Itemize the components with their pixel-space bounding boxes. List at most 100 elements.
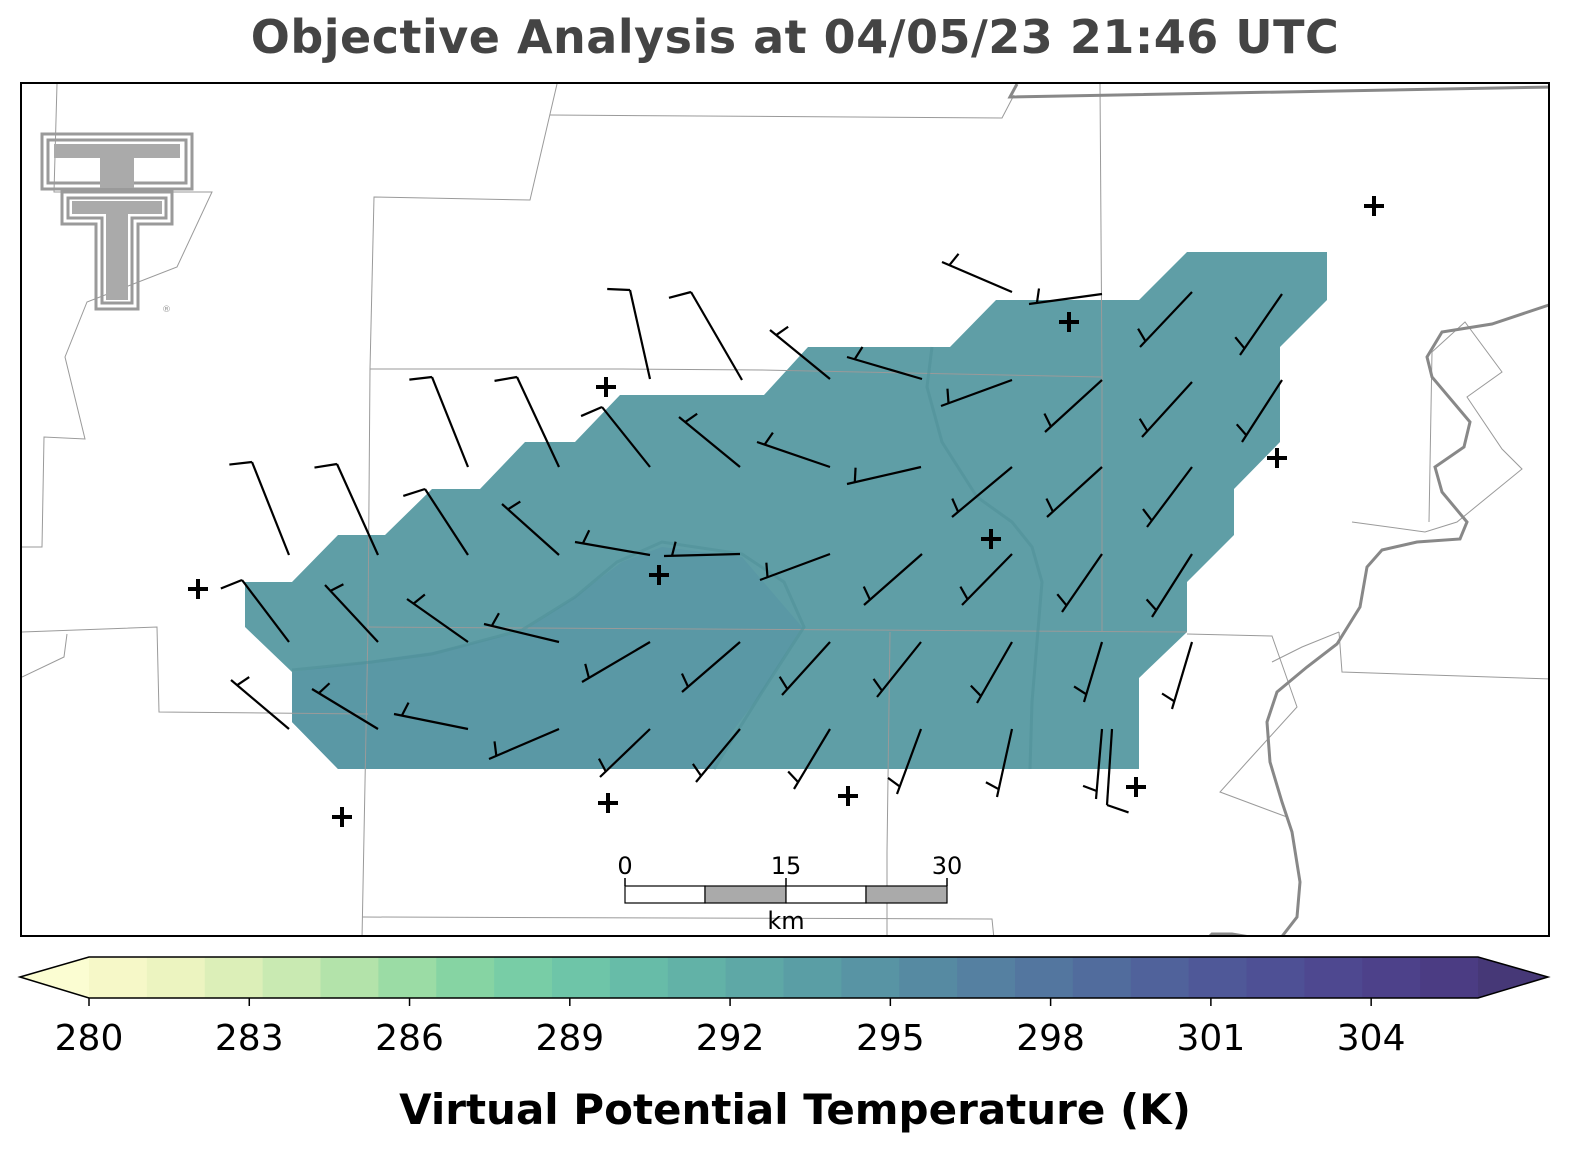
colorbar-cell <box>320 957 379 998</box>
wind-barb <box>406 593 469 643</box>
wind-barb <box>1145 553 1193 618</box>
colorbar-tick-label: 301 <box>1177 1018 1246 1059</box>
colorbar-cell <box>1130 957 1190 998</box>
wind-barb <box>1138 381 1193 438</box>
station-marker <box>1059 312 1079 332</box>
colorbar-cells <box>89 957 1479 998</box>
texas-tech-double-t-logo: ® <box>40 132 194 315</box>
map-panel[interactable]: ® 0 15 30 km <box>20 82 1550 937</box>
state-border <box>1007 84 1548 99</box>
scale-unit: km <box>767 907 804 935</box>
state-boundaries <box>291 84 1548 935</box>
state-border <box>1265 303 1548 935</box>
colorbar-cell <box>146 957 206 998</box>
colorbar: 280 283 286 289 292 295 298 301 304 <box>17 956 1551 1059</box>
colorbar-cell <box>1304 957 1363 998</box>
wind-barb <box>951 466 1013 518</box>
county-line <box>886 631 891 935</box>
wind-barb <box>574 529 651 557</box>
wind-barb <box>940 378 1013 408</box>
wind-barb <box>887 728 923 795</box>
colorbar-cell <box>1246 957 1305 998</box>
boundary-line <box>925 346 1044 770</box>
station-marker <box>188 579 208 599</box>
colorbar-tick-label: 304 <box>1337 1018 1406 1059</box>
wind-barb <box>778 641 831 696</box>
colorbar-over-extension <box>1478 957 1548 998</box>
station-marker <box>649 565 669 585</box>
colorbar-cell <box>1420 957 1479 998</box>
wind-barb <box>1082 728 1104 800</box>
colorbar-cell <box>1072 957 1132 998</box>
county-line <box>1186 633 1298 818</box>
colorbar-tick-label: 298 <box>1016 1018 1085 1059</box>
colorbar-under-extension <box>20 957 89 998</box>
colorbar-tick-label: 295 <box>856 1018 925 1059</box>
wind-barb <box>488 727 560 761</box>
wind-barb <box>1234 293 1283 356</box>
wind-barbs <box>220 253 1283 814</box>
colorbar-cell <box>957 957 1016 998</box>
colorbar-cell <box>89 957 148 998</box>
wind-barb <box>846 465 922 486</box>
colorbar-cell <box>436 957 495 998</box>
wind-barb <box>759 552 831 582</box>
colorbar-cell <box>783 957 842 998</box>
wind-barb <box>668 290 743 381</box>
colorbar-cell <box>1015 957 1074 998</box>
colorbar-cell <box>841 957 900 998</box>
boundary-line <box>291 540 806 770</box>
colorbar-tick-label: 292 <box>696 1018 765 1059</box>
wind-barb <box>959 553 1013 606</box>
station-marker <box>332 807 352 827</box>
state-border <box>1208 932 1248 935</box>
colorbar-ticks: 280 283 286 289 292 295 298 301 304 <box>55 998 1406 1059</box>
wind-barb <box>229 460 291 556</box>
colorbar-cell <box>494 957 553 998</box>
colorbar-title: Virtual Potential Temperature (K) <box>399 1085 1191 1134</box>
county-line <box>1351 321 1523 533</box>
wind-barb <box>970 641 1013 704</box>
station-marker <box>981 529 1001 549</box>
wind-barb <box>1056 553 1103 613</box>
wind-barb <box>1137 291 1193 348</box>
county-line <box>549 94 1015 119</box>
wind-barb <box>663 541 741 558</box>
colorbar-cell <box>899 957 958 998</box>
wind-barb <box>311 682 379 730</box>
wind-barb <box>756 432 831 469</box>
wind-barb <box>581 641 651 683</box>
station-marker <box>1364 196 1384 216</box>
station-marker <box>598 793 618 813</box>
scale-bar: 0 15 30 km <box>617 852 962 935</box>
wind-barb <box>1028 288 1103 306</box>
wind-barb <box>324 583 379 643</box>
county-line <box>1338 631 1548 680</box>
wind-barb <box>1235 379 1283 443</box>
colorbar-cell <box>1188 957 1248 998</box>
station-marker <box>838 786 858 806</box>
wind-barb <box>872 641 922 698</box>
wind-barb <box>314 462 380 556</box>
analysis-field-subregion <box>292 547 802 769</box>
wind-barb <box>597 728 651 778</box>
wind-barb <box>941 253 1013 294</box>
county-line <box>369 84 622 370</box>
scale-label-30: 30 <box>932 852 963 880</box>
wind-barb <box>862 553 923 606</box>
wind-barb <box>846 346 923 381</box>
colorbar-cell <box>667 957 727 998</box>
map-title: Objective Analysis at 04/05/23 21:46 UTC <box>250 10 1340 64</box>
station-marker <box>1267 448 1287 468</box>
wind-barb <box>580 405 651 468</box>
wind-barb <box>501 500 560 556</box>
colorbar-cell <box>552 957 611 998</box>
colorbar-cell <box>378 957 437 998</box>
map-canvas: ® 0 15 30 km <box>22 84 1548 935</box>
county-line <box>22 626 369 715</box>
colorbar-tick-label: 280 <box>55 1018 124 1059</box>
wind-barb <box>1105 728 1129 814</box>
wind-barb <box>985 728 1014 798</box>
wind-barb <box>787 728 831 790</box>
wind-barb <box>1161 641 1194 710</box>
